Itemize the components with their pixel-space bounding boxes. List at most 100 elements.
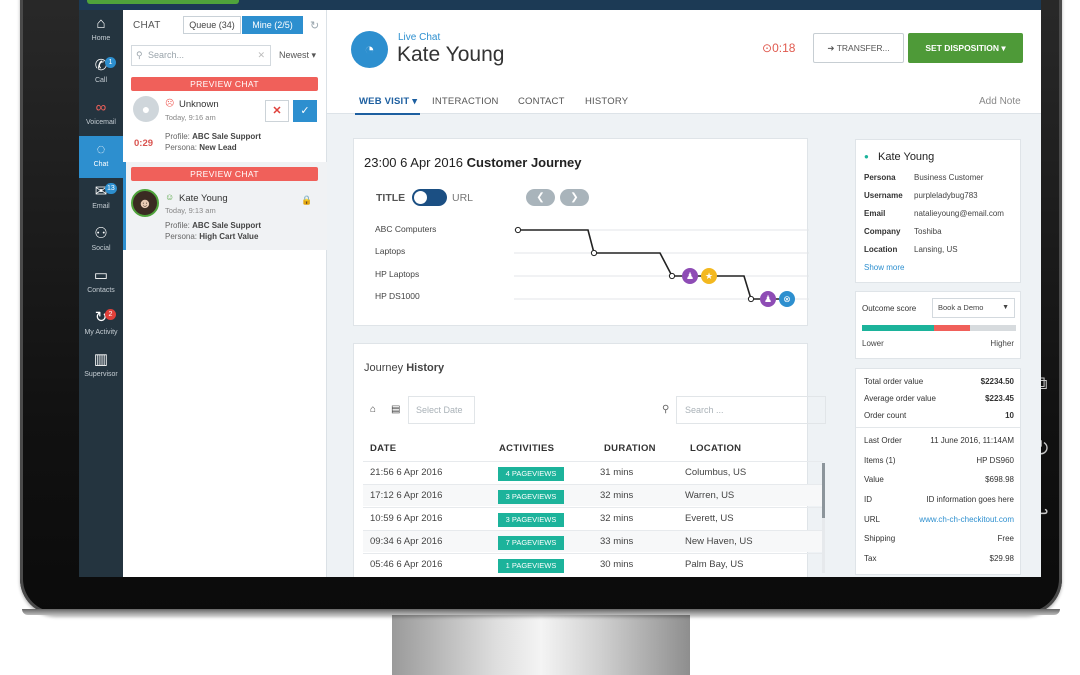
col-header-duration[interactable]: DURATION xyxy=(604,443,656,454)
table-row[interactable]: 21:56 6 Apr 2016 4 PAGEVIEWS 31 mins Columb… xyxy=(363,461,823,483)
chevron-right-icon[interactable]: ❯ xyxy=(560,189,589,206)
row-duration: 33 mins xyxy=(600,536,634,547)
active-indicator xyxy=(123,162,126,250)
journey-flow-chart: ♟ ★ ♟ ⊗ xyxy=(514,226,809,307)
nav-home[interactable]: ⌂ Home xyxy=(79,10,123,52)
clear-icon[interactable]: ✕ xyxy=(257,50,265,60)
sort-dropdown[interactable]: Newest ▾ xyxy=(279,50,317,60)
row-duration: 32 mins xyxy=(600,490,634,501)
table-row[interactable]: 09:34 6 Apr 2016 7 PAGEVIEWS 33 mins New Ha… xyxy=(363,530,823,552)
show-more-link[interactable]: Show more xyxy=(864,263,905,272)
nav-email[interactable]: ✉ 13 Email xyxy=(79,178,123,220)
set-disposition-button[interactable]: SET DISPOSITION ▾ xyxy=(908,33,1023,63)
detail-label: URL xyxy=(864,515,881,524)
journey-node xyxy=(668,272,676,280)
row-duration: 31 mins xyxy=(600,467,634,478)
nav-call[interactable]: ✆ 1 Call xyxy=(79,52,123,94)
row-location: Warren, US xyxy=(685,490,735,501)
field-value: purpleladybug783 xyxy=(914,191,978,200)
preview-chat-banner: PREVIEW CHAT xyxy=(131,167,318,181)
stat-label: Total order value xyxy=(864,377,924,386)
chat-search-input[interactable]: ⚲ Search... ✕ xyxy=(131,45,271,66)
tab-history[interactable]: HISTORY xyxy=(585,96,629,107)
table-row[interactable]: 17:12 6 Apr 2016 3 PAGEVIEWS 32 mins Warren… xyxy=(363,484,823,506)
table-row[interactable]: 10:59 6 Apr 2016 3 PAGEVIEWS 32 mins Everet… xyxy=(363,507,823,529)
chat-profile: Profile: ABC Sale Support xyxy=(165,221,261,231)
detail-value: 11 June 2016, 11:14AM xyxy=(930,436,1014,445)
outcome-select-value: Book a Demo xyxy=(938,303,984,312)
profile-value: ABC Sale Support xyxy=(192,221,262,230)
journey-page-label: HP DS1000 xyxy=(375,291,420,301)
nav-social[interactable]: ⚇ Social xyxy=(79,220,123,262)
chat-card-unknown[interactable]: PREVIEW CHAT ● ☹ Unknown Today, 9:16 am … xyxy=(123,72,327,162)
col-header-activities[interactable]: ACTIVITIES xyxy=(499,443,555,454)
tab-contact[interactable]: CONTACT xyxy=(518,96,565,107)
row-location: Everett, US xyxy=(685,513,734,524)
chevron-left-icon[interactable]: ❮ xyxy=(526,189,555,206)
history-title-bold: History xyxy=(406,362,445,374)
journey-node xyxy=(514,226,522,234)
stat-value: $223.45 xyxy=(985,394,1014,403)
contact-field: Location Lansing, US xyxy=(864,245,958,254)
status-strip xyxy=(87,0,239,4)
field-value: Business Customer xyxy=(914,173,984,182)
live-chat-icon: ◔ xyxy=(351,31,388,68)
journey-node xyxy=(590,249,598,257)
stat-value: 10 xyxy=(1005,411,1014,420)
reject-button[interactable]: ✕ xyxy=(265,100,289,122)
journey-user-node xyxy=(682,268,698,284)
journey-page-label: ABC Computers xyxy=(375,224,437,234)
queue-tab[interactable]: Queue (34) xyxy=(183,16,241,34)
email-icon: ✉ xyxy=(94,183,108,200)
bar-chart-icon: ▥ xyxy=(93,351,109,368)
outcome-label: Outcome score xyxy=(862,304,917,313)
table-row[interactable]: 05:46 6 Apr 2016 1 PAGEVIEWS 30 mins Palm B… xyxy=(363,553,823,575)
nav-chat[interactable]: ◌ Chat xyxy=(79,136,123,178)
nav-voicemail[interactable]: ∞ Voicemail xyxy=(79,94,123,136)
history-search-input[interactable]: Search ... xyxy=(676,396,826,424)
mine-tab[interactable]: Mine (2/5) xyxy=(242,16,303,34)
nav-contacts[interactable]: ▭ Contacts xyxy=(79,262,123,304)
chat-card-kate-young[interactable]: PREVIEW CHAT ☻ ☺ Kate Young Today, 9:13 … xyxy=(123,162,327,250)
transfer-button[interactable]: ➜ TRANSFER... xyxy=(813,33,904,63)
add-note-link[interactable]: Add Note xyxy=(979,96,1021,107)
nav-label: Email xyxy=(92,203,110,210)
row-date: 21:56 6 Apr 2016 xyxy=(370,467,443,478)
history-title-light: Journey xyxy=(364,362,404,374)
chat-contact-name: Unknown xyxy=(179,99,219,110)
chat-title: CHAT xyxy=(133,20,161,31)
timer-value: 0:18 xyxy=(772,41,796,55)
nav-my-activity[interactable]: ↻ 2 My Activity xyxy=(79,304,123,346)
stat-value: $2234.50 xyxy=(980,377,1014,386)
voicemail-icon: ∞ xyxy=(95,99,107,116)
detail-value: $29.98 xyxy=(989,554,1014,563)
profile-label: Profile: xyxy=(165,132,190,141)
col-header-location[interactable]: LOCATION xyxy=(690,443,742,454)
col-header-date[interactable]: DATE xyxy=(370,443,397,454)
scrollbar-thumb[interactable] xyxy=(822,463,825,518)
persona-label: Persona: xyxy=(165,143,198,152)
scrollbar-track[interactable] xyxy=(822,463,825,573)
nav-label: Contacts xyxy=(87,287,115,294)
lock-icon: 🔒 xyxy=(301,195,313,205)
tab-interaction[interactable]: INTERACTION xyxy=(432,96,499,107)
row-location: Palm Bay, US xyxy=(685,559,744,570)
select-date-input[interactable]: Select Date xyxy=(408,396,475,424)
order-url-link[interactable]: www.ch-ch-checkitout.com xyxy=(919,515,1014,524)
calendar-icon[interactable]: ▤ xyxy=(391,404,401,415)
refresh-icon[interactable]: ↻ xyxy=(310,20,320,32)
outcome-select[interactable]: Book a Demo ▼ xyxy=(932,298,1015,318)
home-icon[interactable]: ⌂ xyxy=(370,404,377,415)
search-icon: ⚲ xyxy=(136,50,143,60)
chat-list-header: CHAT Queue (34) Mine (2/5) ↻ xyxy=(123,10,327,40)
title-url-toggle[interactable] xyxy=(412,189,447,206)
happy-face-icon: ☺ xyxy=(165,192,175,202)
accept-button[interactable]: ✓ xyxy=(293,100,317,122)
nav-supervisor[interactable]: ▥ Supervisor xyxy=(79,346,123,388)
row-location: Columbus, US xyxy=(685,467,747,478)
persona-value: New Lead xyxy=(199,143,237,152)
profile-label: Profile: xyxy=(165,221,190,230)
pageviews-badge: 4 PAGEVIEWS xyxy=(498,467,564,481)
tab-web-visit[interactable]: WEB VISIT ▾ xyxy=(359,96,418,107)
